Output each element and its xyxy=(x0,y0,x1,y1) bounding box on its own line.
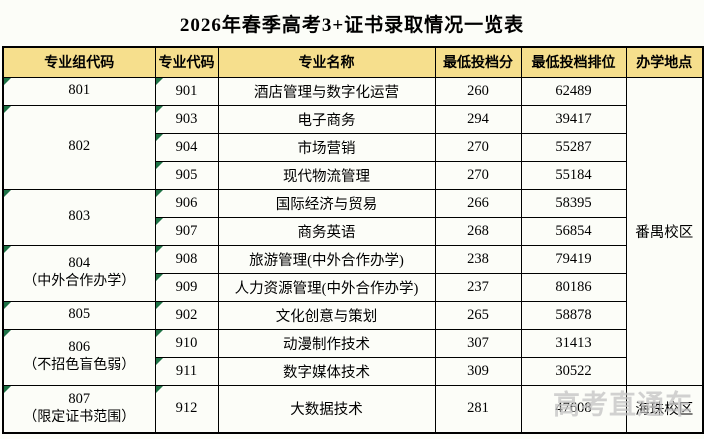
major-code-cell: 902 xyxy=(154,300,219,330)
major-name-cell: 现代物流管理 xyxy=(217,160,436,190)
table-row: 907 商务英语 268 56854 xyxy=(3,216,703,246)
major-name-cell: 动漫制作技术 xyxy=(217,328,436,358)
group-code-cell: 806 （不招色盲色弱） xyxy=(2,328,156,386)
min-score-cell: 268 xyxy=(434,216,522,246)
min-score-cell: 238 xyxy=(434,244,522,274)
min-score-cell: 270 xyxy=(434,132,522,162)
min-score-cell: 260 xyxy=(434,76,522,106)
min-score-cell: 237 xyxy=(434,272,522,302)
major-code-cell: 907 xyxy=(154,216,219,246)
table-row: 905 现代物流管理 270 55184 xyxy=(3,160,703,190)
group-code-cell: 801 xyxy=(2,76,156,106)
major-code-cell: 912 xyxy=(154,384,219,434)
min-rank-cell: 58395 xyxy=(520,188,627,218)
min-rank-cell: 62489 xyxy=(520,76,627,106)
major-code-cell: 910 xyxy=(154,328,219,358)
table-row: 806 （不招色盲色弱） 910 动漫制作技术 307 31413 xyxy=(2,328,703,386)
group-code-cell: 803 xyxy=(2,188,156,246)
location-cell-haizhu: 海珠校区 xyxy=(625,384,704,434)
excel-flag-icon xyxy=(4,106,11,113)
table-row: 803 906 国际经济与贸易 266 58395 xyxy=(2,188,703,246)
group-code-cell: 807 （限定证书范围） xyxy=(2,384,156,434)
major-name-cell: 国际经济与贸易 xyxy=(217,188,436,218)
header-row: 专业组代码 专业代码 专业名称 最低投档分 最低投档排位 办学地点 xyxy=(2,46,704,78)
min-score-cell: 281 xyxy=(434,384,522,434)
table-row: 909 人力资源管理(中外合作办学) 237 80186 xyxy=(3,272,703,302)
admission-table: 专业组代码 专业代码 专业名称 最低投档分 最低投档排位 办学地点 801 90… xyxy=(2,46,704,434)
page-title: 2026年春季高考3+证书录取情况一览表 xyxy=(179,14,525,36)
excel-flag-icon xyxy=(4,302,11,309)
major-code-cell: 906 xyxy=(154,188,219,218)
major-code-cell: 903 xyxy=(154,104,219,134)
min-score-cell: 294 xyxy=(434,104,522,134)
min-rank-cell: 58878 xyxy=(520,300,627,330)
major-name-cell: 人力资源管理(中外合作办学) xyxy=(217,272,436,302)
major-code-cell: 911 xyxy=(154,356,219,386)
min-score-cell: 309 xyxy=(434,356,522,386)
col-header-min-score: 最低投档分 xyxy=(434,46,522,78)
min-rank-cell: 39417 xyxy=(520,104,627,134)
excel-flag-icon xyxy=(4,386,11,393)
excel-flag-icon xyxy=(156,302,163,309)
excel-flag-icon xyxy=(156,134,163,141)
major-name-cell: 电子商务 xyxy=(217,104,436,134)
col-header-min-rank: 最低投档排位 xyxy=(520,46,627,78)
table-row: 802 903 电子商务 294 39417 xyxy=(2,104,703,190)
major-code-cell: 901 xyxy=(154,76,219,106)
table-row: 904 市场营销 270 55287 xyxy=(3,132,703,162)
min-rank-cell: 55184 xyxy=(520,160,627,190)
min-rank-cell: 30522 xyxy=(520,356,627,386)
excel-flag-icon xyxy=(156,190,163,197)
major-code-cell: 904 xyxy=(154,132,219,162)
excel-flag-icon xyxy=(156,246,163,253)
min-rank-cell: 56854 xyxy=(520,216,627,246)
major-name-cell: 大数据技术 xyxy=(217,384,436,434)
excel-flag-icon xyxy=(156,330,163,337)
col-header-location: 办学地点 xyxy=(625,46,704,78)
min-score-cell: 265 xyxy=(434,300,522,330)
group-code-cell: 804 （中外合作办学） xyxy=(2,244,156,302)
min-rank-cell: 80186 xyxy=(520,272,627,302)
excel-flag-icon xyxy=(156,162,163,169)
table-row: 807 （限定证书范围） 912 大数据技术 281 47608 海珠校区 xyxy=(2,384,704,434)
major-code-cell: 909 xyxy=(154,272,219,302)
group-code-cell: 802 xyxy=(2,104,156,190)
min-score-cell: 307 xyxy=(434,328,522,358)
excel-flag-icon xyxy=(156,386,163,393)
excel-flag-icon xyxy=(4,78,11,85)
major-code-cell: 905 xyxy=(154,160,219,190)
excel-flag-icon xyxy=(4,190,11,197)
min-rank-cell: 47608 xyxy=(520,384,627,434)
excel-flag-icon xyxy=(156,218,163,225)
excel-flag-icon xyxy=(156,274,163,281)
min-rank-cell: 31413 xyxy=(520,328,627,358)
major-name-cell: 文化创意与策划 xyxy=(217,300,436,330)
min-score-cell: 270 xyxy=(434,160,522,190)
min-score-cell: 266 xyxy=(434,188,522,218)
major-name-cell: 酒店管理与数字化运营 xyxy=(217,76,436,106)
col-header-major-name: 专业名称 xyxy=(217,46,436,78)
excel-flag-icon xyxy=(156,106,163,113)
excel-flag-icon xyxy=(156,358,163,365)
min-rank-cell: 55287 xyxy=(520,132,627,162)
major-name-cell: 市场营销 xyxy=(217,132,436,162)
col-header-major-code: 专业代码 xyxy=(154,46,219,78)
major-name-cell: 旅游管理(中外合作办学) xyxy=(217,244,436,274)
excel-flag-icon xyxy=(156,78,163,85)
group-code-cell: 805 xyxy=(2,300,156,330)
min-rank-cell: 79419 xyxy=(520,244,627,274)
table-row: 801 901 酒店管理与数字化运营 260 62489 番禺校区 xyxy=(2,76,704,386)
excel-flag-icon xyxy=(4,246,11,253)
table-row: 804 （中外合作办学） 908 旅游管理(中外合作办学) 238 79419 xyxy=(2,244,703,302)
col-header-group-code: 专业组代码 xyxy=(2,46,156,78)
major-name-cell: 数字媒体技术 xyxy=(217,356,436,386)
location-cell-panyu: 番禺校区 xyxy=(625,76,704,386)
table-row: 805 902 文化创意与策划 265 58878 xyxy=(2,300,703,330)
major-code-cell: 908 xyxy=(154,244,219,274)
excel-flag-icon xyxy=(4,330,11,337)
major-name-cell: 商务英语 xyxy=(217,216,436,246)
